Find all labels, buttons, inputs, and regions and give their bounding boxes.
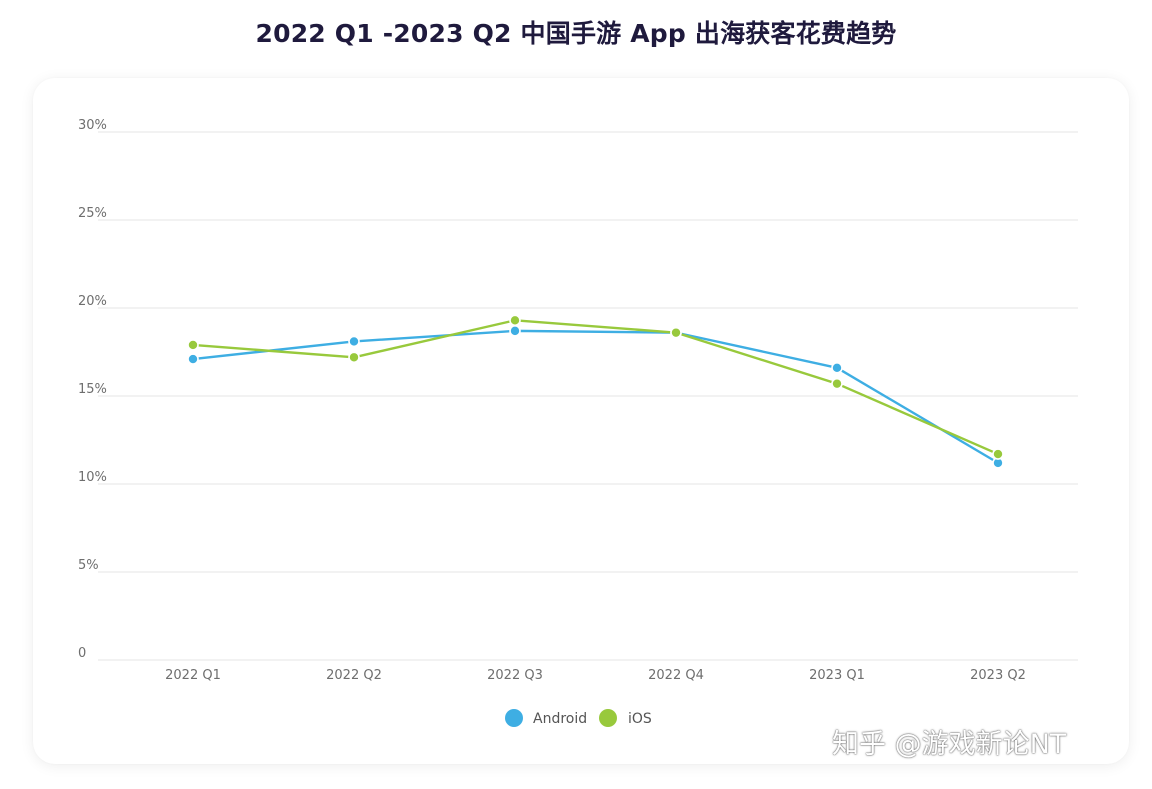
series-line-ios <box>191 319 1000 456</box>
data-point-ios[interactable] <box>670 326 682 339</box>
data-point-android[interactable] <box>509 325 521 337</box>
x-tick-label: 2023 Q1 <box>809 668 865 683</box>
series-line-android <box>191 329 1000 465</box>
legend-label-android[interactable]: Android <box>533 711 587 727</box>
x-tick-label: 2022 Q4 <box>648 668 704 683</box>
y-tick-label: 30% <box>78 118 107 133</box>
y-tick-label: 15% <box>78 382 107 397</box>
y-tick-label: 5% <box>78 558 99 573</box>
series-lines <box>187 314 1004 469</box>
data-point-ios[interactable] <box>187 339 199 351</box>
chart-card <box>33 78 1129 764</box>
x-tick-label: 2023 Q2 <box>970 668 1026 683</box>
watermark: 知乎 @游戏新论NT <box>832 729 1067 760</box>
data-point-android[interactable] <box>831 362 843 374</box>
data-point-ios[interactable] <box>509 314 521 327</box>
data-point-ios[interactable] <box>348 351 360 364</box>
y-axis-ticks: 0 5% 10% 15% 20% 25% 30% <box>78 118 107 661</box>
y-tick-label: 25% <box>78 206 107 221</box>
x-tick-label: 2022 Q2 <box>326 668 382 683</box>
x-axis-ticks: 2022 Q1 2022 Q2 2022 Q3 2022 Q4 2023 Q1 2023 … <box>165 668 1026 683</box>
chart-title: 2022 Q1 -2023 Q2 中国手游 App 出海获客花费趋势 <box>255 19 897 48</box>
x-tick-label: 2022 Q3 <box>487 668 543 683</box>
data-point-ios[interactable] <box>992 448 1004 460</box>
legend-marker-android[interactable] <box>505 709 523 727</box>
x-tick-label: 2022 Q1 <box>165 668 221 683</box>
legend[interactable]: Android iOS <box>505 709 652 727</box>
data-point-android[interactable] <box>187 353 199 365</box>
data-point-ios[interactable] <box>831 377 843 390</box>
y-tick-label: 10% <box>78 470 107 485</box>
data-point-android[interactable] <box>348 335 360 348</box>
gridlines <box>98 131 1078 661</box>
y-tick-label: 20% <box>78 294 107 309</box>
legend-label-ios[interactable]: iOS <box>628 711 652 727</box>
y-tick-label: 0 <box>78 646 86 661</box>
legend-marker-ios[interactable] <box>599 709 617 727</box>
